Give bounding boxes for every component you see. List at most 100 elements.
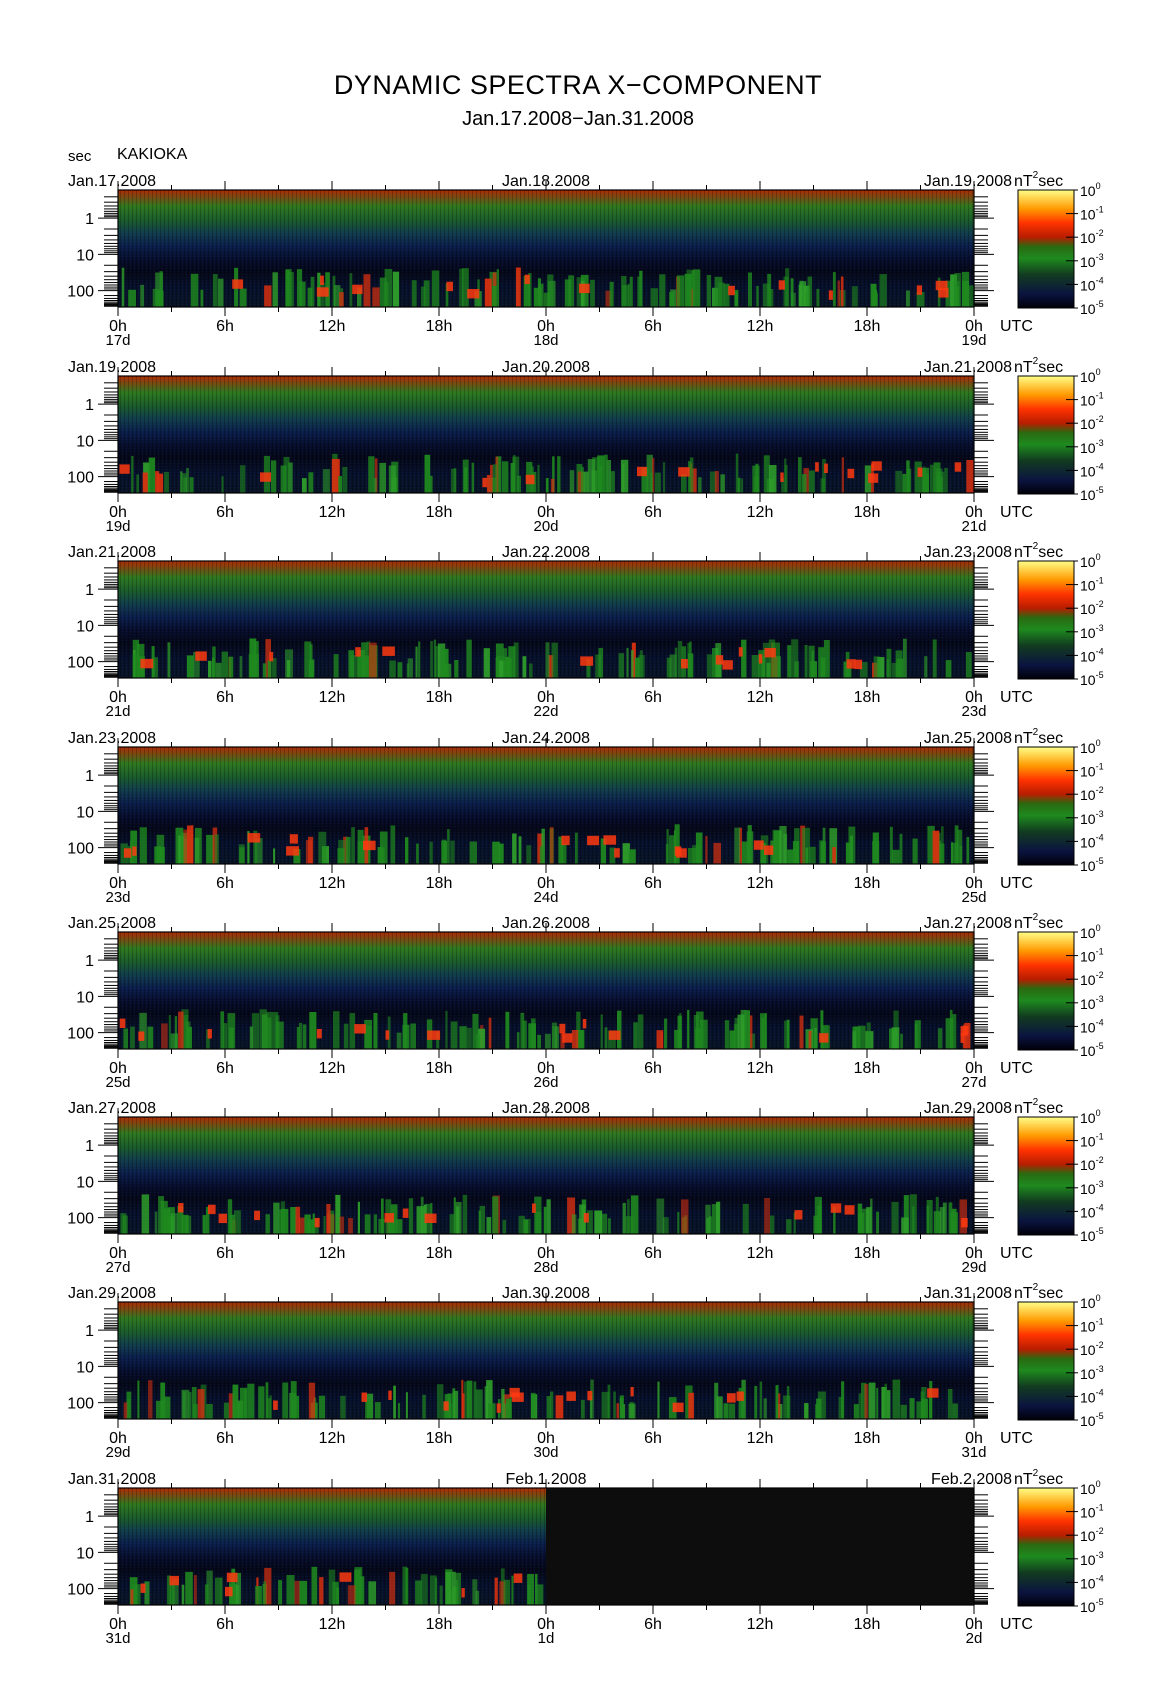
activity-hotspot (764, 648, 776, 658)
activity-burst (397, 1403, 401, 1419)
activity-burst (859, 662, 868, 678)
activity-burst (684, 273, 692, 307)
activity-burst (901, 1217, 909, 1234)
activity-burst (206, 834, 214, 864)
activity-burst (255, 1586, 262, 1605)
activity-burst (239, 847, 245, 864)
activity-burst (516, 475, 521, 493)
activity-burst (937, 1028, 943, 1049)
activity-hotspot (846, 659, 856, 669)
x-tick-label: 6h (216, 689, 234, 706)
colorbar (1017, 560, 1075, 680)
activity-burst (503, 648, 508, 678)
day-label: 21d (105, 703, 130, 720)
activity-burst (737, 477, 741, 493)
activity-burst (902, 473, 907, 493)
activity-burst (597, 455, 605, 493)
activity-burst (935, 1196, 939, 1234)
y-tick-label: 10 (76, 433, 94, 450)
day-label: 26d (533, 1074, 558, 1091)
activity-burst (760, 842, 766, 864)
activity-burst (132, 1584, 141, 1605)
activity-burst (206, 1206, 210, 1234)
activity-burst (601, 1391, 610, 1419)
activity-burst (453, 1390, 459, 1419)
activity-burst (932, 830, 940, 864)
activity-burst (368, 642, 377, 678)
activity-burst (861, 1382, 867, 1419)
activity-burst (402, 1024, 410, 1049)
activity-burst (378, 1218, 385, 1234)
activity-bursts (121, 267, 975, 307)
x-tick-label: 18h (854, 318, 881, 335)
activity-burst (290, 1381, 297, 1419)
colorbar-tick-label: 10-2 (1080, 970, 1104, 988)
activity-burst (234, 1210, 241, 1234)
activity-burst (576, 1029, 585, 1049)
x-axis-ticks (117, 1479, 975, 1614)
activity-burst (600, 1014, 603, 1049)
activity-burst (696, 1011, 704, 1049)
activity-burst (232, 1384, 239, 1419)
activity-burst (183, 829, 191, 864)
activity-burst (358, 1576, 365, 1605)
x-tick-label: 12h (747, 1245, 774, 1262)
activity-hotspot (954, 462, 962, 472)
activity-burst (156, 1400, 164, 1419)
activity-hotspot (715, 655, 724, 665)
activity-burst (544, 1033, 551, 1049)
activity-burst (742, 1203, 749, 1234)
activity-burst (221, 651, 228, 678)
activity-burst (523, 275, 531, 307)
activity-hotspot (847, 468, 855, 479)
spectrogram-panel: 1 10 100 0h 6h 12h 18h 0h 6h 12h 18h 0h UTC 23d 24d 25d… (67, 727, 1103, 906)
activity-burst (631, 642, 636, 678)
activity-hotspot (482, 477, 488, 488)
activity-burst (571, 1030, 579, 1049)
x-tick-label: 12h (747, 318, 774, 335)
activity-burst (273, 1202, 280, 1234)
colorbar-tick-label: 10-5 (1080, 485, 1104, 503)
activity-burst (487, 475, 491, 493)
activity-burst (137, 1380, 140, 1419)
x-axis-ticks (117, 552, 975, 687)
activity-burst (283, 456, 290, 493)
activity-burst (373, 478, 377, 493)
activity-burst (754, 1385, 758, 1419)
activity-burst (223, 1402, 229, 1419)
activity-burst (688, 1392, 694, 1419)
activity-burst (147, 1026, 154, 1049)
activity-burst (639, 650, 643, 678)
activity-hotspot (496, 1403, 501, 1413)
activity-burst (634, 657, 640, 678)
activity-burst (618, 653, 625, 678)
activity-burst (339, 292, 344, 307)
day-label: 1d (538, 1630, 555, 1647)
activity-burst (422, 1394, 426, 1419)
activity-burst (833, 1207, 836, 1234)
activity-burst (709, 471, 717, 493)
activity-burst (829, 828, 838, 864)
activity-hotspot (446, 281, 453, 292)
activity-burst (463, 1381, 470, 1419)
activity-burst (492, 464, 498, 493)
activity-burst (802, 474, 807, 493)
activity-burst (784, 1020, 789, 1049)
colorbar-tick-label: 10-2 (1080, 599, 1104, 617)
x-tick-label: 0h (965, 1245, 983, 1262)
activity-burst (270, 460, 277, 493)
activity-burst (841, 1381, 845, 1419)
activity-hotspot (764, 845, 774, 855)
activity-burst (215, 662, 222, 678)
activity-burst (469, 841, 477, 864)
activity-burst (181, 473, 187, 493)
activity-burst (941, 826, 944, 864)
colorbar-tick-label: 10-4 (1080, 832, 1104, 850)
activity-burst (472, 1579, 478, 1605)
activity-burst (486, 1380, 493, 1419)
x-tick-label: 6h (644, 504, 662, 521)
activity-burst (253, 830, 258, 864)
activity-burst (891, 662, 898, 678)
activity-burst (296, 1027, 300, 1049)
activity-burst (340, 1395, 346, 1419)
